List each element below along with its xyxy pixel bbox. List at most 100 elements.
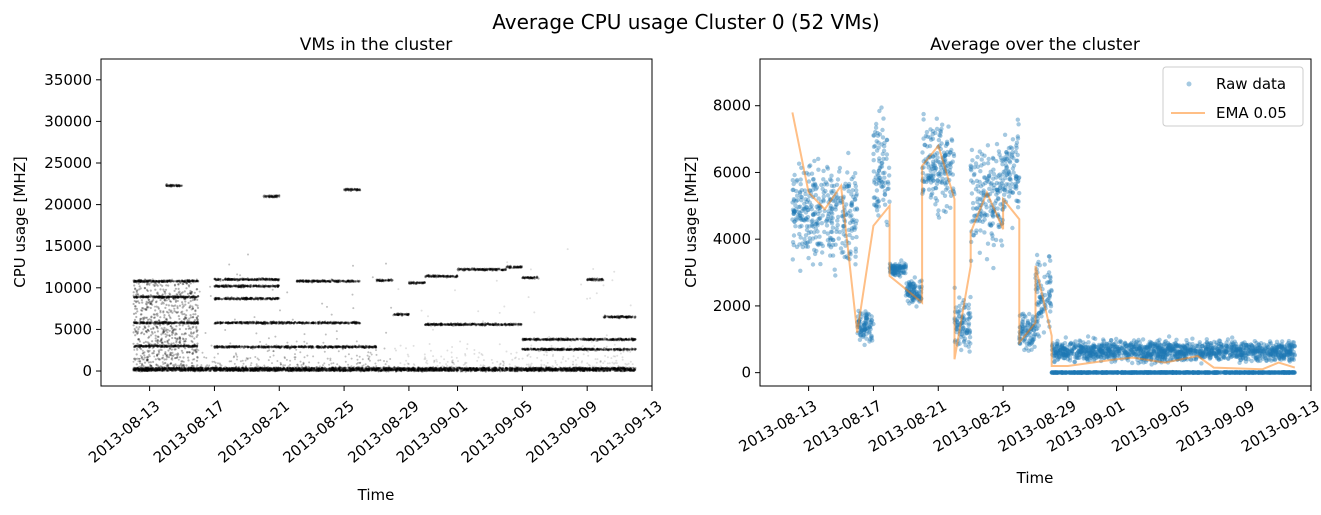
data-point xyxy=(355,367,358,370)
data-point xyxy=(377,367,380,370)
data-point xyxy=(192,366,195,369)
data-point xyxy=(528,367,532,370)
data-point xyxy=(268,277,271,280)
data-point xyxy=(488,367,491,370)
data-point xyxy=(588,369,591,372)
data-point xyxy=(176,367,179,370)
data-point xyxy=(218,366,221,369)
data-point xyxy=(493,367,496,370)
data-point xyxy=(419,367,422,370)
data-point xyxy=(518,368,522,371)
data-point xyxy=(509,367,512,370)
data-point xyxy=(473,368,476,371)
data-point xyxy=(578,367,582,370)
data-point xyxy=(287,367,291,370)
data-point xyxy=(591,368,594,371)
data-point xyxy=(176,184,179,187)
data-point xyxy=(468,367,471,370)
data-point xyxy=(156,367,159,370)
data-point xyxy=(258,368,261,371)
data-point xyxy=(313,367,316,370)
data-point xyxy=(623,366,626,369)
data-point xyxy=(428,367,431,370)
data-point xyxy=(259,285,262,288)
data-point xyxy=(237,367,240,370)
data-point xyxy=(463,367,466,370)
data-point xyxy=(553,369,556,372)
data-point xyxy=(223,285,226,288)
data-point xyxy=(255,367,258,370)
data-point xyxy=(481,367,484,370)
data-point xyxy=(519,367,522,370)
data-point xyxy=(600,367,603,370)
data-point xyxy=(583,367,586,370)
data-point xyxy=(222,368,225,372)
data-point xyxy=(554,367,557,370)
data-point xyxy=(179,345,182,348)
data-point xyxy=(629,367,632,370)
data-point xyxy=(170,367,173,370)
data-point xyxy=(304,367,307,370)
data-point xyxy=(452,366,455,369)
data-point xyxy=(483,366,486,370)
data-point xyxy=(246,277,249,280)
data-point xyxy=(224,368,227,371)
data-point xyxy=(400,368,403,371)
data-point xyxy=(183,366,186,369)
data-point xyxy=(140,279,143,282)
data-point xyxy=(401,367,404,370)
data-point xyxy=(252,298,256,301)
data-point xyxy=(145,366,148,369)
data-point xyxy=(364,367,368,370)
data-point xyxy=(422,370,425,373)
data-point xyxy=(252,285,256,288)
data-point xyxy=(487,367,490,370)
data-point xyxy=(229,367,233,370)
data-point xyxy=(343,366,346,370)
data-point xyxy=(616,367,619,370)
data-point xyxy=(417,366,420,370)
data-point xyxy=(425,366,428,369)
data-point xyxy=(536,368,539,371)
data-point xyxy=(241,278,244,281)
data-point xyxy=(236,367,239,370)
data-point xyxy=(259,367,262,370)
data-point xyxy=(288,370,291,373)
data-point xyxy=(139,296,142,299)
data-point xyxy=(228,298,231,301)
data-point xyxy=(237,279,240,282)
data-point xyxy=(242,367,245,370)
data-point xyxy=(265,277,268,280)
data-point xyxy=(220,298,223,301)
data-point xyxy=(188,367,191,370)
data-point xyxy=(163,367,166,370)
data-point xyxy=(275,367,278,370)
data-point xyxy=(249,284,252,287)
data-point xyxy=(278,369,281,372)
data-point xyxy=(352,368,355,371)
data-point xyxy=(456,367,459,370)
data-point xyxy=(587,367,590,370)
data-point xyxy=(360,367,363,370)
data-point xyxy=(149,367,152,370)
data-point xyxy=(255,277,258,280)
data-point xyxy=(614,367,617,370)
data-point xyxy=(143,368,146,371)
data-point xyxy=(227,366,231,369)
data-point xyxy=(378,367,381,370)
data-point xyxy=(190,367,194,370)
data-point xyxy=(506,367,509,370)
data-point xyxy=(354,367,358,370)
data-point xyxy=(133,367,136,371)
data-point xyxy=(237,366,240,369)
data-point xyxy=(220,368,223,371)
data-point xyxy=(338,367,341,370)
data-point xyxy=(535,367,539,370)
data-point xyxy=(468,367,472,370)
data-point xyxy=(505,367,508,370)
data-point xyxy=(279,367,282,370)
data-point xyxy=(328,367,331,370)
data-point xyxy=(433,367,436,370)
data-point xyxy=(169,184,172,187)
data-point xyxy=(252,368,255,371)
